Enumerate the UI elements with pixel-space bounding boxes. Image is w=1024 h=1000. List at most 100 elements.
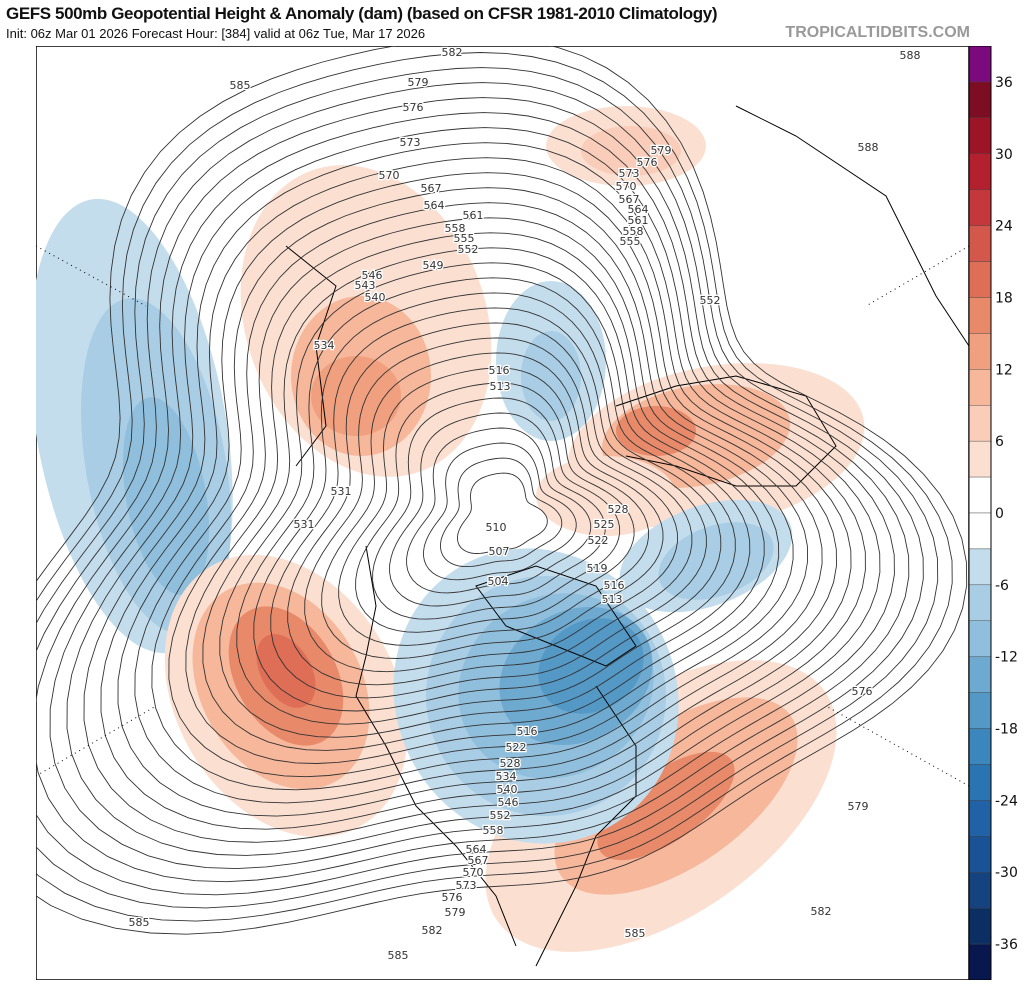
contour-label: 588 xyxy=(900,49,921,62)
colorbar-tick-label: -12 xyxy=(995,650,1018,666)
contour-label: 552 xyxy=(490,809,511,822)
colorbar-band xyxy=(969,405,992,442)
contour-label: 516 xyxy=(604,579,625,592)
contour-label: 513 xyxy=(490,380,511,393)
graticule xyxy=(36,245,969,787)
contour-label: 588 xyxy=(858,141,879,154)
contour-label: 579 xyxy=(445,906,466,919)
contour-label: 546 xyxy=(362,269,383,282)
height-contour xyxy=(151,202,809,791)
contour-label: 573 xyxy=(456,879,477,892)
colorbar-band xyxy=(969,943,992,980)
colorbar-band xyxy=(969,764,992,801)
anomaly-region xyxy=(521,331,581,421)
colorbar-band xyxy=(969,728,992,765)
colorbar-band xyxy=(969,225,992,262)
colorbar-band xyxy=(969,872,992,909)
height-contour xyxy=(100,157,852,830)
height-contour xyxy=(168,217,794,778)
height-contour xyxy=(49,112,895,870)
height-contour xyxy=(355,382,635,633)
contour-label: 543 xyxy=(355,279,376,292)
contour-label: 582 xyxy=(811,905,832,918)
anomaly-region xyxy=(581,126,681,176)
height-contour xyxy=(321,352,664,659)
contour-label: 510 xyxy=(486,521,507,534)
contour-label: 516 xyxy=(489,364,510,377)
contour-label: 558 xyxy=(483,824,504,837)
colorbar-band xyxy=(969,512,992,550)
height-contour xyxy=(338,367,649,646)
height-contour xyxy=(83,142,866,843)
height-contour xyxy=(66,127,881,856)
height-contour xyxy=(372,397,621,620)
contour-label: 552 xyxy=(700,294,721,307)
height-contour xyxy=(389,412,606,607)
contour-label: 570 xyxy=(379,169,400,182)
contour-label: 528 xyxy=(500,757,521,770)
contour-label: 558 xyxy=(623,225,644,238)
colorbar-band xyxy=(969,656,992,693)
contour-label: 561 xyxy=(463,209,484,222)
colorbar: 36 30 24 18 12 6 0 -6 -12 -18 -24 -30 -36 xyxy=(969,46,1018,980)
colorbar-band xyxy=(969,692,992,729)
colorbar-band xyxy=(969,46,992,83)
contour-label: 540 xyxy=(497,783,518,796)
colorbar-band xyxy=(969,261,992,298)
height-contour xyxy=(185,232,780,764)
contour-label: 561 xyxy=(628,214,649,227)
height-contour xyxy=(287,322,693,686)
contour-label: 552 xyxy=(458,243,479,256)
colorbar-band xyxy=(969,81,992,119)
contour-label: 579 xyxy=(408,76,429,89)
colorbar-tick-label: -36 xyxy=(995,937,1018,953)
contour-label: 525 xyxy=(594,518,615,531)
colorbar-band xyxy=(969,836,992,873)
contour-label: 576 xyxy=(637,156,658,169)
colorbar-band xyxy=(969,800,992,837)
colorbar-tick-label: 0 xyxy=(995,506,1004,522)
contour-label: 576 xyxy=(442,891,463,904)
height-contour xyxy=(236,277,736,725)
colorbar-tick-label: -30 xyxy=(995,865,1018,881)
height-contour xyxy=(202,247,765,751)
colorbar-tick-label: 18 xyxy=(995,290,1013,306)
contour-label: 519 xyxy=(587,562,608,575)
height-contour xyxy=(36,46,968,935)
contour-label: 558 xyxy=(445,222,466,235)
contour-label: 528 xyxy=(608,503,629,516)
height-contour xyxy=(423,442,577,581)
height-contour xyxy=(36,82,924,896)
contour-label: 582 xyxy=(442,46,463,59)
colorbar-tick-label: -24 xyxy=(995,793,1018,809)
height-contour xyxy=(440,457,563,568)
contour-label: 585 xyxy=(625,927,646,940)
contour-label: 564 xyxy=(424,199,445,212)
height-contours xyxy=(36,46,968,935)
colorbar-band xyxy=(969,548,992,586)
colorbar-band xyxy=(969,369,992,406)
contour-label: 585 xyxy=(388,949,409,962)
height-contour xyxy=(457,472,548,554)
contour-label: 579 xyxy=(651,144,672,157)
colorbar-band xyxy=(969,297,992,334)
contour-label: 516 xyxy=(517,725,538,738)
anomaly-shading xyxy=(36,106,865,952)
colorbar-band xyxy=(969,476,992,514)
height-contour xyxy=(36,97,910,883)
anomaly-region xyxy=(616,406,696,456)
contour-label: 567 xyxy=(619,193,640,206)
contour-label: 585 xyxy=(230,79,251,92)
contour-label: 522 xyxy=(506,741,527,754)
colorbar-band xyxy=(969,189,992,226)
height-contour xyxy=(304,337,678,673)
contour-label: 540 xyxy=(365,291,386,304)
colorbar-tick-label: 12 xyxy=(995,362,1013,378)
contour-label: 567 xyxy=(468,854,489,867)
contour-label: 513 xyxy=(602,593,623,606)
colorbar-band xyxy=(969,333,992,370)
contour-label: 564 xyxy=(628,203,649,216)
colorbar-tick-label: 36 xyxy=(995,75,1013,91)
